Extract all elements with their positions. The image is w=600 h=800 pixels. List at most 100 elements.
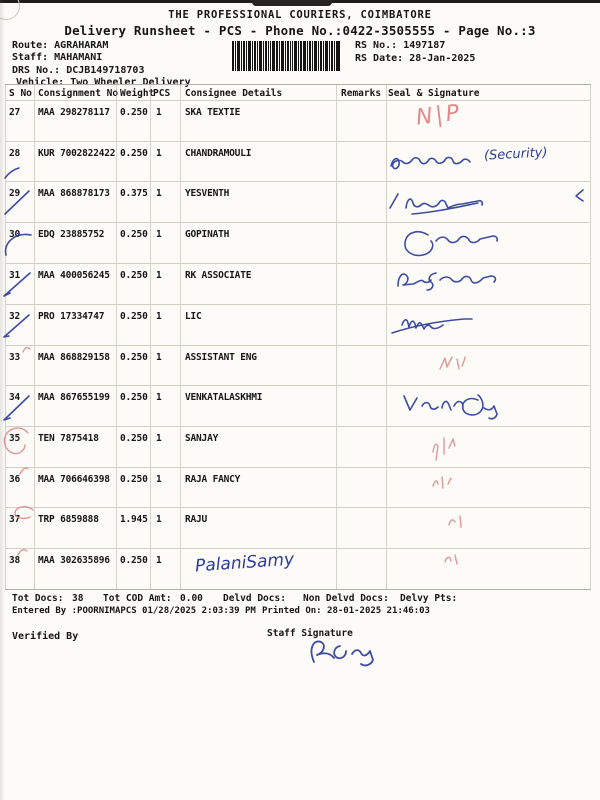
printed-on-text: Printed On: 28-01-2025 21:46:03 [262, 606, 430, 616]
pcs-cell: 1 [156, 392, 162, 403]
grid-line [116, 84, 117, 590]
pcs-cell: 1 [156, 229, 162, 240]
consignment-cell: MAA 302635896 [38, 555, 110, 566]
sno-cell: 34 [9, 392, 21, 403]
consignment-cell: KUR 7002822422 [38, 148, 116, 159]
col-header-weight: Weight [120, 88, 155, 99]
delvy-pts-label: Delvy Pts: [400, 593, 458, 604]
red-initial-mark [448, 515, 462, 528]
sno-cell: 35 [9, 433, 21, 444]
weight-cell: 0.250 [120, 270, 148, 281]
drs-label: DRS No.: [12, 65, 61, 76]
pcs-cell: 1 [156, 107, 162, 118]
col-header-sno: S No [9, 88, 32, 99]
signature-cell [386, 508, 591, 549]
sno-cell: 37 [9, 514, 21, 525]
grid-line [180, 84, 181, 590]
consignment-cell: MAA 868829158 [38, 352, 110, 363]
consignment-cell: EDQ 23885752 [38, 229, 105, 240]
pen-tick-mark [4, 167, 20, 179]
sno-cell: 32 [9, 311, 21, 322]
sno-mark-zone [4, 223, 39, 264]
drs-value: DCJB149718703 [66, 65, 145, 76]
consignment-cell: TRP 6859888 [38, 514, 99, 525]
col-header-signature: Seal & Signature [388, 88, 480, 99]
tot-cod-value: 0.00 [180, 593, 203, 604]
pcs-cell: 1 [156, 311, 162, 322]
table-header-row: S No Consignment No Weight PCS Consignee… [5, 84, 591, 101]
table-row: 35 TEN 7875418 0.250 1 SANJAY [3, 426, 591, 468]
sno-cell: 30 [9, 229, 21, 240]
rs-date-row: RS Date: 28-Jan-2025 [355, 53, 475, 64]
sno-mark-zone [3, 264, 39, 305]
signature-cell: (Security) [386, 142, 591, 183]
signature-cell [386, 468, 591, 509]
weight-cell: 0.250 [120, 474, 148, 485]
consignee-cell: YESVENTH [185, 188, 230, 199]
staff-value: MAHAMANI [54, 52, 103, 63]
pcs-cell: 1 [156, 433, 162, 444]
pen-slash-mark [4, 190, 30, 215]
pcs-cell: 1 [156, 270, 162, 281]
col-header-remarks: Remarks [341, 88, 382, 99]
weight-cell: 0.250 [120, 107, 148, 118]
pen-slash-mark [3, 314, 30, 338]
consignee-cell: SKA TEXTIE [185, 107, 241, 118]
weight-cell: 0.250 [120, 311, 148, 322]
signature-cell [386, 305, 591, 346]
weight-cell: 0.250 [120, 229, 148, 240]
runsheet-subtitle: Delivery Runsheet - PCS - Phone No.:0422… [64, 23, 536, 38]
table-row: 31 MAA 400056245 0.250 1 RK ASSOCIATE [3, 263, 591, 305]
sno-mark-zone [3, 386, 39, 427]
table-row: 36 MAA 706646398 0.250 1 RAJA FANCY [5, 467, 591, 509]
vehicle-row: Vehicle: Two Wheeler Delivery [16, 77, 191, 88]
table-row: 28 KUR 7002822422 0.250 1 CHANDRAMOULI (… [4, 141, 591, 183]
sno-mark-zone [5, 467, 39, 509]
weight-cell: 1.945 [120, 514, 148, 525]
pcs-cell: 1 [156, 514, 162, 525]
consignment-cell: MAA 867655199 [38, 392, 110, 403]
weight-cell: 0.250 [120, 352, 148, 363]
red-initial-mark [432, 476, 452, 489]
consignee-cell: VENKATALASKHMI [185, 392, 263, 403]
grid-line [386, 84, 387, 590]
signature-scribble [391, 318, 473, 334]
signature-cell [386, 182, 591, 223]
sno-mark-zone [3, 427, 39, 468]
handwritten-consignee-signature: PalaniSamy [194, 549, 295, 577]
red-tick-mark [19, 467, 29, 475]
pcs-cell: 1 [156, 352, 162, 363]
pcs-cell: 1 [156, 555, 162, 566]
staff-signature-scribble [310, 640, 374, 667]
red-circle-mark [14, 506, 34, 520]
tot-docs-value: 38 [72, 593, 84, 604]
staff-label: Staff: [12, 52, 49, 63]
consignee-cell: RAJU [185, 514, 208, 525]
consignee-cell: SANJAY [185, 433, 219, 444]
rs-no-row: RS No.: 1497187 [355, 40, 445, 51]
consignment-cell: MAA 868878173 [38, 188, 110, 199]
signature-cell [386, 386, 591, 427]
consignment-cell: TEN 7875418 [38, 433, 99, 444]
vehicle-value: Two Wheeler Delivery [70, 77, 191, 88]
delvd-docs-label: Delvd Docs: [223, 593, 286, 604]
red-initial-mark [444, 554, 458, 565]
sno-cell: 31 [9, 270, 21, 281]
grid-line [336, 84, 337, 590]
signature-cell: N|P [386, 100, 591, 142]
red-initial-mark [432, 437, 456, 461]
table-row: 34 MAA 867655199 0.250 1 VENKATALASKHMI [3, 385, 591, 427]
weight-cell: 0.250 [120, 555, 148, 566]
pen-check-mark [575, 189, 584, 202]
non-delvd-docs-label: Non Delvd Docs: [303, 593, 389, 604]
route-row: Route: AGRAHARAM [12, 40, 108, 51]
sno-mark-zone [5, 548, 39, 590]
signature-cell [386, 549, 591, 590]
tot-cod-label: Tot COD Amt: [103, 593, 172, 604]
sno-mark-zone [5, 346, 39, 387]
table-row: 32 PRO 17334747 0.250 1 LIC [3, 304, 591, 346]
table-row: 33 MAA 868829158 0.250 1 ASSISTANT ENG [5, 345, 591, 387]
route-value: AGRAHARAM [54, 40, 109, 51]
entered-by-text: Entered By :POORNIMAPCS 01/28/2025 2:03:… [12, 606, 256, 616]
